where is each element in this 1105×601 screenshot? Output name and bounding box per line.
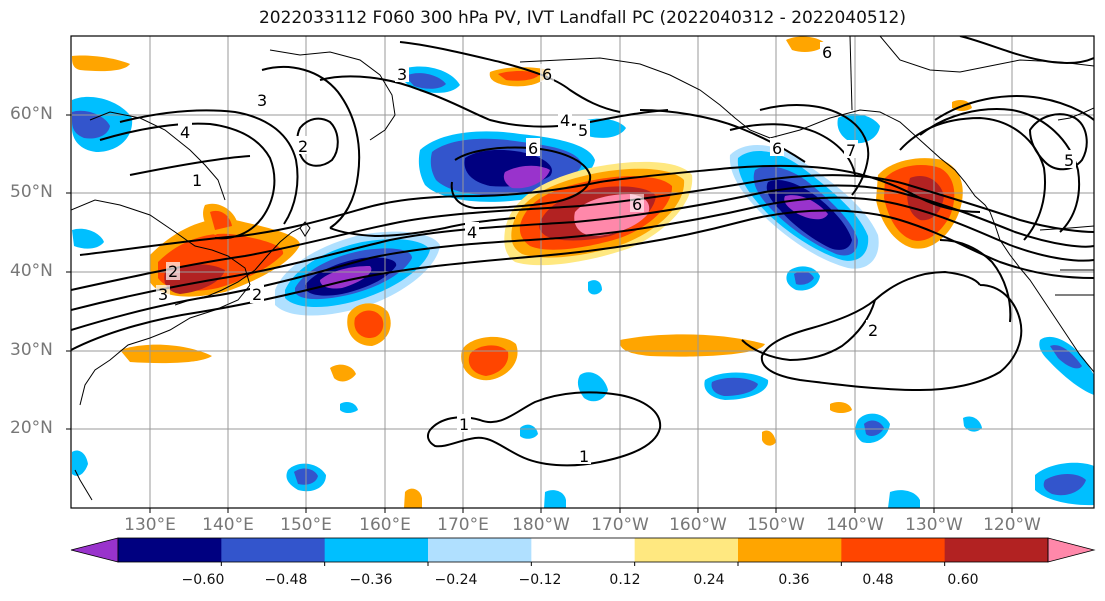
contour-label: 2: [868, 321, 878, 340]
colorbar-swatch: [118, 538, 222, 562]
contour-label: 6: [542, 65, 552, 84]
map-title: 2022033112 F060 300 hPa PV, IVT Landfall…: [258, 8, 906, 28]
lon-label-130e: 130°E: [124, 515, 176, 535]
contour-label: 6: [772, 139, 782, 158]
coastlines: [71, 36, 1094, 501]
contour-label: 4: [180, 123, 190, 142]
colorbar-swatch: [221, 538, 326, 562]
lon-ticks: [149, 508, 1013, 513]
lon-label-130w: 130°W: [905, 515, 963, 535]
contour-label: 3: [158, 285, 168, 304]
lat-label-40n: 40°N: [10, 261, 53, 281]
contour-label: 2: [252, 285, 262, 304]
lon-label-120w: 120°W: [983, 515, 1041, 535]
colorbar-tick-label: −0.24: [434, 572, 478, 588]
colorbar-border: [117, 537, 1049, 563]
colorbar-extend-min: [70, 537, 119, 563]
contour-labels: 2 2 3 1 4 3 2 3 4 4 5 6 6 6 6 6 7 5 2: [156, 42, 1076, 466]
contour-label: 2: [168, 262, 178, 281]
pv-shading-layer: [72, 36, 1094, 508]
lon-label-140w: 140°W: [826, 515, 884, 535]
contour-label: 1: [579, 447, 589, 466]
lat-label-30n: 30°N: [10, 340, 53, 360]
colorbar-tick-label: 0.12: [609, 572, 641, 588]
contour-label: 4: [560, 111, 570, 130]
lat-label-20n: 20°N: [10, 418, 53, 438]
colorbar-tick-label: −0.60: [181, 572, 225, 588]
contour-label: 6: [822, 43, 832, 62]
ivt-contours: [71, 36, 1094, 467]
colorbar-swatch: [428, 538, 532, 562]
contour-label: 5: [578, 121, 588, 140]
contour-label: 2: [298, 137, 308, 156]
lon-label-180w: 180°W: [512, 515, 570, 535]
lon-label-170e: 170°E: [437, 515, 489, 535]
colorbar-swatch: [324, 538, 429, 562]
colorbar-swatch: [738, 538, 842, 562]
lon-label-150w: 150°W: [747, 515, 805, 535]
contour-label: 4: [467, 223, 477, 242]
contour-label: 1: [459, 415, 469, 434]
contour-label: 1: [192, 171, 202, 190]
colorbar-swatch: [634, 538, 739, 562]
colorbar-tick-label: 0.48: [862, 572, 894, 588]
colorbar-swatch: [841, 538, 946, 562]
colorbar-extend-max: [1047, 537, 1096, 563]
contour-label: 6: [632, 195, 642, 214]
colorbar-tick-label: 0.60: [947, 572, 979, 588]
contour-label: 6: [528, 139, 538, 158]
colorbar-tick-label: 0.24: [693, 572, 725, 588]
lon-label-170w: 170°W: [591, 515, 649, 535]
contour-label: 3: [257, 91, 267, 110]
lat-ticks: [66, 114, 71, 430]
colorbar-tick-label: 0.36: [778, 572, 810, 588]
colorbar-tick-label: −0.36: [349, 572, 393, 588]
colorbar-tick-label: −0.48: [264, 572, 308, 588]
colorbar-tick-label: −0.12: [518, 572, 562, 588]
colorbar: [70, 537, 1096, 566]
contour-label: 3: [397, 65, 407, 84]
contour-label: 7: [846, 141, 856, 160]
lon-label-140e: 140°E: [202, 515, 254, 535]
colorbar-swatch: [531, 538, 636, 562]
lon-label-160e: 160°E: [359, 515, 411, 535]
lon-label-160w: 160°W: [669, 515, 727, 535]
colorbar-swatch: [944, 538, 1049, 562]
lon-label-150e: 150°E: [280, 515, 332, 535]
lat-label-60n: 60°N: [10, 104, 53, 124]
lat-label-50n: 50°N: [10, 182, 53, 202]
contour-label: 5: [1064, 151, 1074, 170]
